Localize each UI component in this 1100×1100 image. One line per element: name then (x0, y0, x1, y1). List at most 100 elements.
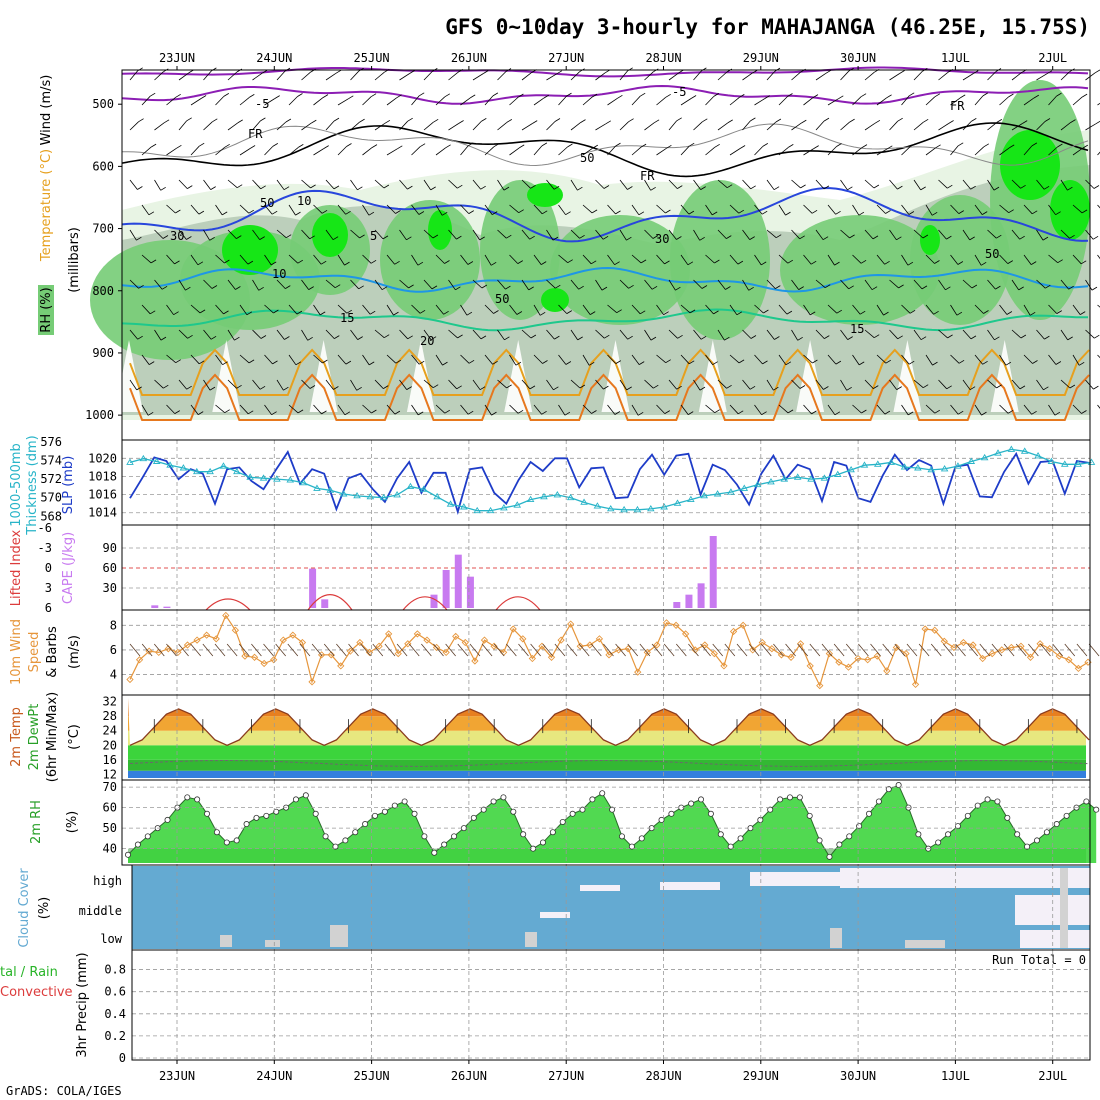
rh-clear-spike (796, 340, 825, 412)
cloud-axis-label-b: (%) (37, 897, 52, 920)
wind-barb (974, 143, 990, 156)
thickness-marker (299, 478, 308, 486)
wind10-barb (396, 643, 408, 657)
wind10-marker (519, 635, 527, 643)
wind-barb (497, 179, 510, 191)
wind-barb (803, 304, 816, 316)
wind-barb (484, 143, 500, 156)
wind10-tick-label: 6 (110, 643, 117, 657)
wind10-marker (490, 642, 498, 650)
wind-barb (693, 379, 706, 391)
wind-barb (607, 94, 623, 106)
contour-label: 30 (655, 232, 669, 246)
rh2m-marker (401, 798, 408, 805)
wind-barb (742, 117, 756, 131)
panel-frame-precip (131, 949, 1091, 1061)
wind-barb (497, 379, 512, 389)
thickness-marker (219, 462, 228, 469)
wind-barb (717, 179, 733, 189)
wind-barb (791, 279, 804, 290)
wind-barb (227, 379, 242, 389)
wind-barb (337, 404, 351, 416)
thickness-axis-label-a: 1000-500mb (9, 443, 24, 527)
cape-bar (321, 599, 329, 608)
wind-barb (288, 204, 301, 216)
slp-tick-label: 1016 (88, 488, 117, 502)
wind-barb (546, 279, 561, 289)
wind10-marker (672, 621, 680, 629)
wind10-barb (1088, 643, 1100, 657)
wind-barb (423, 379, 439, 389)
li-tick-label: 6 (45, 601, 52, 615)
wind-barb (288, 354, 302, 366)
wind-barb (448, 329, 463, 339)
wind-barb (925, 204, 938, 216)
wind-barb (325, 69, 342, 81)
precip-axis-label-a: tal / Rain (0, 965, 58, 980)
wind10-marker (796, 640, 805, 648)
wind-barb (215, 304, 229, 315)
slp-axis-label: SLP (mb) (61, 456, 76, 515)
wind10-barb (421, 643, 432, 657)
wind10-marker (1007, 643, 1015, 652)
wind-barb (705, 93, 720, 106)
wind-barb (276, 118, 292, 131)
wind-barb (301, 379, 316, 389)
rh2m-marker (213, 829, 220, 836)
wind10-marker (567, 620, 575, 628)
wind10-marker (777, 651, 786, 659)
thickness-marker (446, 500, 455, 507)
wind10-barb (785, 643, 796, 657)
wind-barb (778, 144, 794, 156)
wind-barb (521, 279, 534, 291)
thickness-marker (647, 504, 655, 512)
wind10-marker (653, 641, 661, 649)
wind-barb (227, 329, 240, 341)
wind-barb (619, 229, 632, 241)
wind-barb (252, 329, 267, 339)
wind-barb (938, 120, 954, 131)
wind-barb (1036, 118, 1051, 131)
thickness-marker (419, 485, 428, 492)
wind-barb (521, 120, 538, 131)
wind-barb (1072, 354, 1085, 366)
wind-barb (644, 179, 656, 191)
cape-bar (685, 594, 693, 608)
wind10-barb (384, 643, 396, 657)
rh-shade-dark (670, 180, 770, 340)
wind-barb (852, 144, 868, 156)
thickness-tick-label: 576 (40, 435, 62, 449)
thickness-marker (833, 470, 842, 477)
thickness-tick-label: 574 (40, 454, 62, 468)
wind-barb (1023, 404, 1037, 415)
lifted-index-arc (205, 598, 251, 611)
thickness-marker (606, 504, 615, 512)
wind-barb (460, 204, 475, 214)
wind10-barb (214, 643, 226, 657)
wind10-marker (528, 654, 536, 663)
wind10-barb (918, 643, 930, 657)
wind-barb (925, 354, 938, 366)
wind-barb (742, 279, 754, 291)
wind-barb (325, 117, 340, 131)
wind-barb (974, 92, 989, 106)
rh2m-marker (954, 823, 961, 830)
wind-barb (497, 229, 512, 239)
top-date-label: 25JUN (354, 51, 390, 65)
thickness-marker (700, 491, 709, 499)
wind-barb (154, 229, 169, 239)
wind-barb (876, 204, 891, 214)
thickness-tick-label: 572 (40, 472, 62, 486)
contour-label: 50 (985, 247, 999, 261)
wind10-marker (768, 645, 776, 653)
wind10-barb (238, 643, 250, 657)
wind-barb (215, 143, 230, 156)
thickness-marker (593, 502, 602, 509)
rh-clear-spike (698, 340, 727, 412)
rh2m-marker (826, 853, 833, 860)
rh2m-marker (786, 794, 793, 801)
wind-barb (754, 204, 768, 215)
wind-barb (301, 68, 316, 81)
wind-barb (141, 92, 156, 106)
rh2m-marker (1083, 798, 1090, 805)
